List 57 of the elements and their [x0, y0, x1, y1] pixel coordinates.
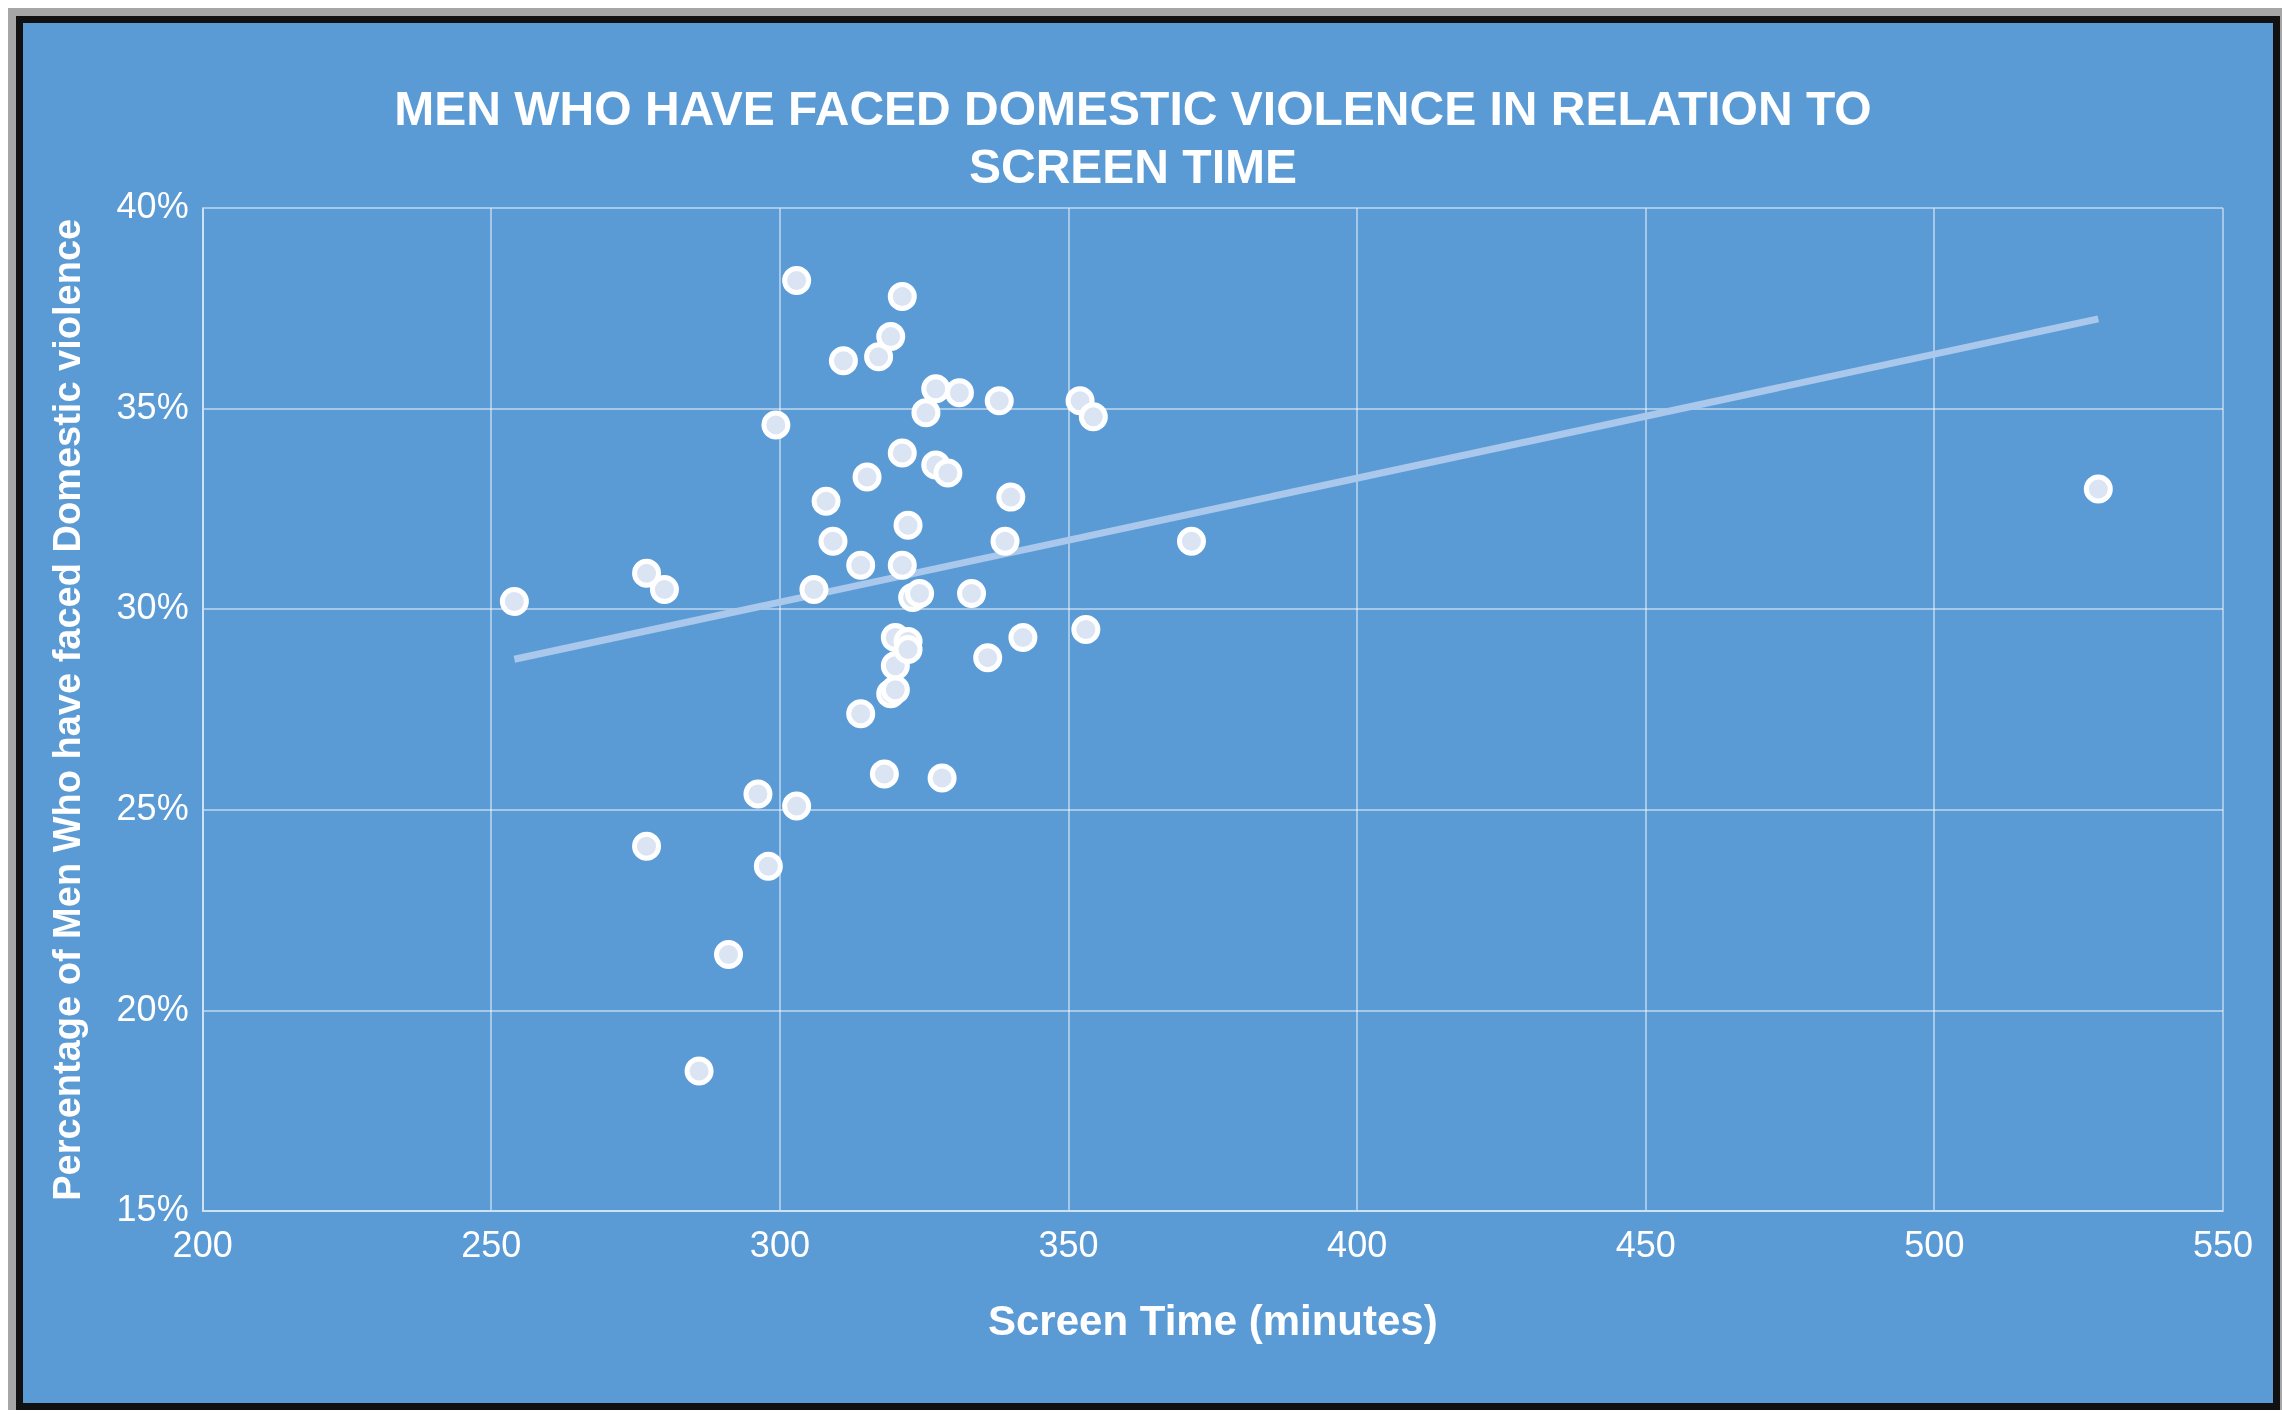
- y-tick-label: 40%: [116, 185, 189, 227]
- x-tick-label: 550: [2192, 1223, 2254, 1265]
- point: [887, 550, 917, 580]
- point: [846, 550, 876, 580]
- point: [869, 759, 899, 789]
- y-tick-label: 20%: [116, 987, 189, 1029]
- point: [905, 578, 935, 608]
- point: [782, 791, 812, 821]
- x-tick-label: 250: [461, 1223, 522, 1265]
- point: [893, 510, 923, 540]
- point: [684, 1056, 714, 1086]
- point: [996, 482, 1026, 512]
- point: [753, 851, 783, 881]
- chart-title: MEN WHO HAVE FACED DOMESTIC VIOLENCE IN RELATION TO SCREEN TIME: [394, 82, 1872, 193]
- y-tick-label: 30%: [116, 586, 189, 628]
- point: [852, 462, 882, 492]
- point: [887, 281, 917, 311]
- point: [973, 643, 1003, 673]
- point: [887, 438, 917, 468]
- point: [743, 779, 773, 809]
- point: [782, 265, 812, 295]
- point: [957, 578, 987, 608]
- point: [944, 378, 974, 408]
- y-axis-title: Percentage of Men Who have faced Domestic violence: [46, 218, 89, 1201]
- x-axis-title: Screen Time (minutes): [987, 1297, 1438, 1345]
- point: [499, 586, 529, 616]
- point: [799, 574, 829, 604]
- point: [921, 374, 951, 404]
- point: [2083, 474, 2113, 504]
- point: [811, 486, 841, 516]
- point: [933, 458, 963, 488]
- point: [828, 346, 858, 376]
- y-tick-label: 35%: [116, 385, 189, 427]
- point: [864, 342, 894, 372]
- point: [632, 558, 662, 588]
- x-tick-label: 500: [1904, 1223, 1965, 1265]
- point: [818, 526, 848, 556]
- x-tick-label: 300: [749, 1223, 810, 1265]
- point: [1008, 623, 1038, 653]
- point: [1176, 526, 1206, 556]
- point: [911, 398, 941, 428]
- point: [761, 410, 791, 440]
- point: [893, 635, 923, 665]
- point: [927, 763, 957, 793]
- x-tick-label: 400: [1327, 1223, 1388, 1265]
- point: [714, 940, 744, 970]
- x-tick-label: 350: [1038, 1223, 1099, 1265]
- x-tick-label: 450: [1615, 1223, 1676, 1265]
- point: [846, 699, 876, 729]
- point: [876, 322, 906, 352]
- point: [649, 574, 679, 604]
- point: [632, 831, 662, 861]
- point: [984, 386, 1014, 416]
- point: [1078, 402, 1108, 432]
- point: [1071, 615, 1101, 645]
- y-tick-label: 25%: [116, 787, 189, 829]
- point: [990, 526, 1020, 556]
